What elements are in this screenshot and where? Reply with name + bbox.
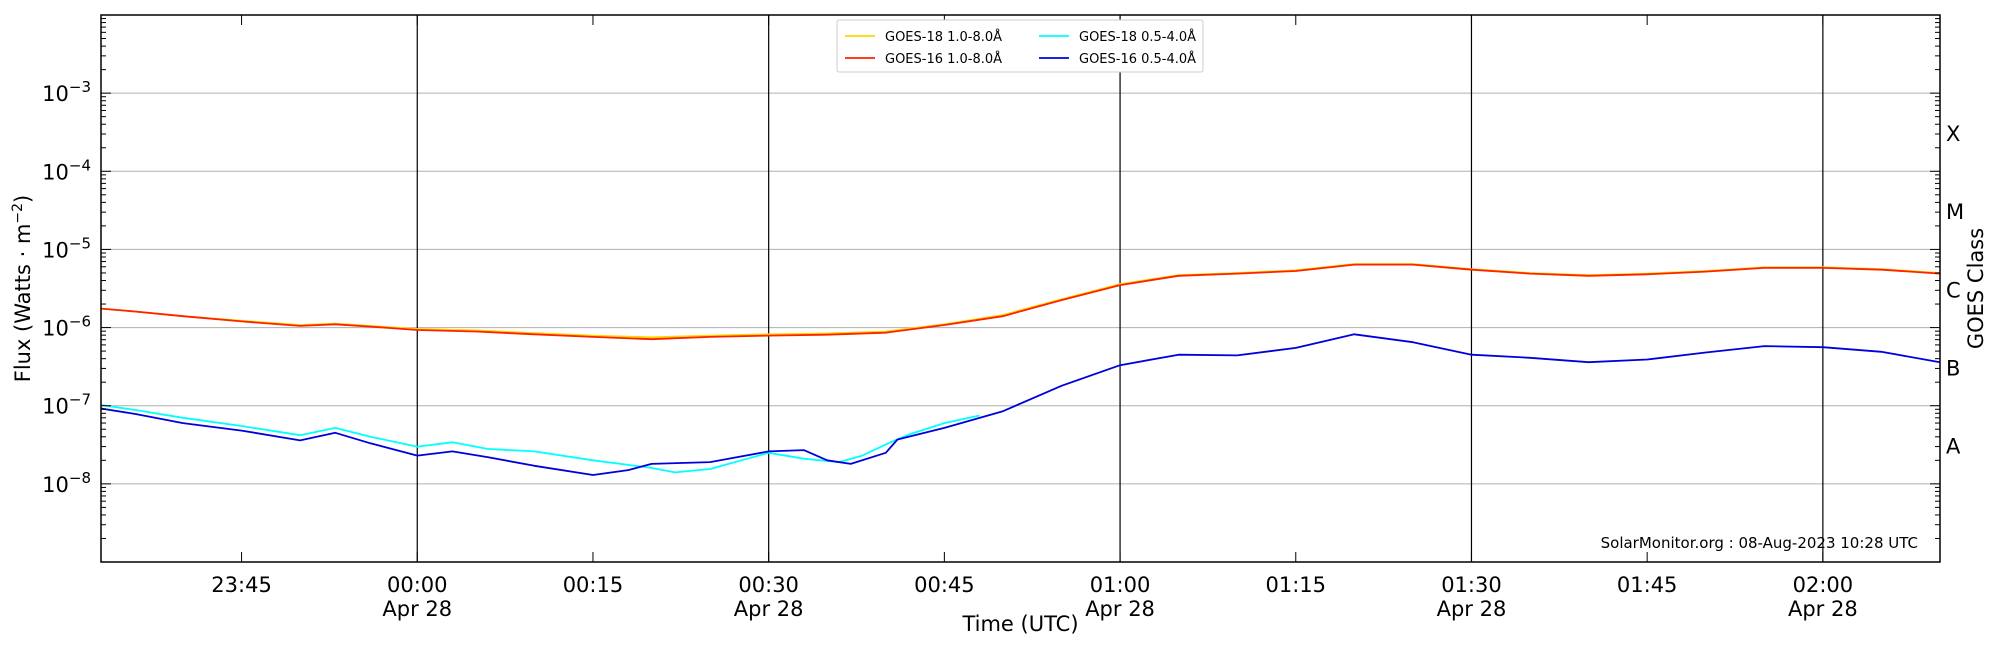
x-axis-label: Time (UTC) bbox=[961, 612, 1078, 636]
x-tick-date-label: Apr 28 bbox=[1437, 597, 1507, 621]
y-tick-base: 10 bbox=[42, 82, 69, 106]
series-line bbox=[100, 333, 1941, 476]
day-marker-lines bbox=[416, 15, 1824, 562]
y-tick-base: 10 bbox=[42, 317, 69, 341]
legend-label: GOES-16 1.0-8.0Å bbox=[885, 51, 1002, 67]
y-tick-label: 10−7 bbox=[42, 391, 91, 419]
y-tick-exponent: −5 bbox=[69, 234, 91, 252]
goes-class-label: C bbox=[1946, 278, 1961, 302]
x-tick-label: 02:00 bbox=[1793, 573, 1854, 597]
x-tick-label: 00:30 bbox=[738, 573, 799, 597]
y-tick-label: 10−4 bbox=[42, 156, 91, 184]
goes-class-axis-label: GOES Class bbox=[1964, 228, 1988, 349]
goes-class-label: X bbox=[1946, 122, 1960, 146]
y-tick-label: 10−5 bbox=[42, 234, 91, 262]
x-tick-label: 01:30 bbox=[1441, 573, 1502, 597]
y-tick-label: 10−6 bbox=[42, 313, 91, 341]
legend: GOES-18 1.0-8.0Å GOES-16 1.0-8.0Å GOES-18 … bbox=[836, 19, 1204, 73]
x-tick-date-label: Apr 28 bbox=[1085, 597, 1155, 621]
legend-label: GOES-16 0.5-4.0Å bbox=[1079, 51, 1196, 67]
x-tick-label: 00:15 bbox=[563, 573, 624, 597]
credit-text: SolarMonitor.org : 08-Aug-2023 10:28 UTC bbox=[1601, 534, 1918, 552]
y-tick-base: 10 bbox=[42, 473, 69, 497]
y-tick-label: 10−3 bbox=[42, 78, 91, 106]
goes-class-label: A bbox=[1946, 435, 1961, 459]
x-tick-label: 00:00 bbox=[387, 573, 448, 597]
x-tick-date-label: Apr 28 bbox=[734, 597, 804, 621]
x-tick-date-label: Apr 28 bbox=[382, 597, 452, 621]
x-tick-date-label: Apr 28 bbox=[1788, 597, 1858, 621]
grid-lines bbox=[101, 92, 1940, 485]
goes-class-label: B bbox=[1946, 356, 1960, 380]
series-line bbox=[100, 404, 980, 474]
legend-box bbox=[836, 19, 1204, 73]
y-axis-label: Flux (Watts · m−2) bbox=[10, 195, 35, 383]
y-tick-exponent: −4 bbox=[69, 156, 91, 174]
y-tick-base: 10 bbox=[42, 238, 69, 262]
y-tick-exponent: −6 bbox=[69, 313, 91, 331]
y-tick-base: 10 bbox=[42, 395, 69, 419]
y-tick-exponent: −3 bbox=[69, 78, 91, 96]
plot-frame bbox=[100, 14, 1941, 563]
y-tick-base: 10 bbox=[42, 160, 69, 184]
axis-ticks bbox=[101, 15, 1940, 563]
legend-label: GOES-18 0.5-4.0Å bbox=[1079, 29, 1196, 45]
y-tick-exponent: −7 bbox=[69, 391, 91, 409]
series-line bbox=[100, 263, 1941, 341]
x-tick-label: 01:15 bbox=[1265, 573, 1326, 597]
series-lines bbox=[100, 263, 1941, 476]
y-tick-exponent: −8 bbox=[69, 469, 91, 487]
goes-class-label: M bbox=[1946, 200, 1964, 224]
legend-label: GOES-18 1.0-8.0Å bbox=[885, 29, 1002, 45]
x-tick-label: 01:00 bbox=[1090, 573, 1151, 597]
y-tick-label: 10−8 bbox=[42, 469, 91, 497]
x-tick-label: 01:45 bbox=[1617, 573, 1678, 597]
x-tick-label: 00:45 bbox=[914, 573, 975, 597]
x-tick-label: 23:45 bbox=[211, 573, 272, 597]
